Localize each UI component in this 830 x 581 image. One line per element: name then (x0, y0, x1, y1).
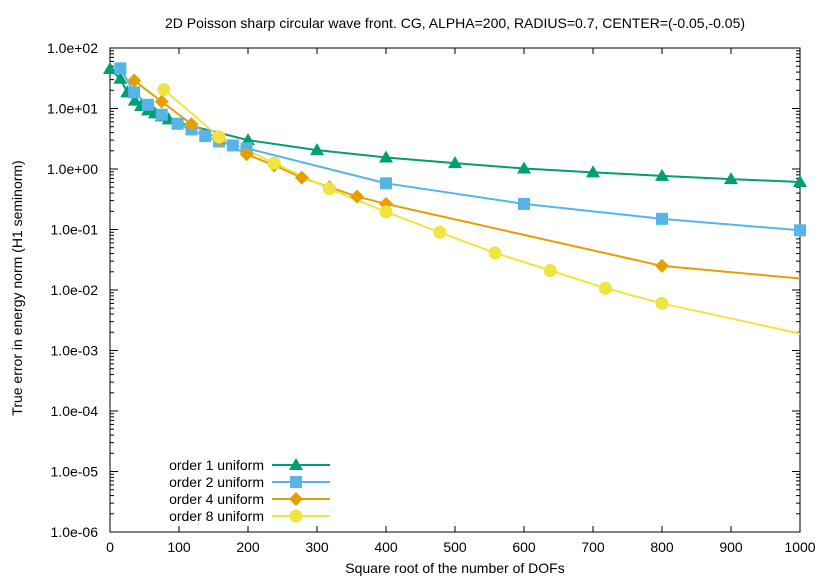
data-point-circle (433, 225, 447, 239)
data-point-square (141, 98, 154, 111)
data-point-circle (379, 205, 393, 219)
chart-title: 2D Poisson sharp circular wave front. CG… (165, 15, 745, 31)
data-point-diamond (184, 117, 199, 132)
legend-marker-diamond (289, 492, 303, 506)
legend-marker-triangle (289, 458, 303, 470)
x-tick-label: 1000 (784, 539, 815, 555)
data-point-square (114, 62, 127, 75)
x-tick-label: 400 (374, 539, 398, 555)
legend-label: order 4 uniform (169, 491, 264, 507)
legend-label: order 1 uniform (169, 457, 264, 473)
series-markers (103, 61, 807, 310)
data-point-circle (488, 246, 502, 260)
y-axis-label: True error in energy norm (H1 seminorm) (9, 160, 25, 415)
y-tick-label: 1.0e-06 (51, 524, 99, 540)
y-tick-label: 1.0e+00 (47, 161, 98, 177)
series-lines (109, 67, 801, 335)
data-point-square (226, 139, 239, 152)
x-tick-label: 800 (650, 539, 674, 555)
data-point-triangle (113, 71, 128, 84)
data-point-triangle (724, 172, 738, 185)
y-tick-label: 1.0e-02 (51, 282, 99, 298)
data-point-diamond (239, 147, 254, 162)
data-point-square (171, 117, 184, 130)
data-point-triangle (586, 165, 600, 178)
data-point-triangle (517, 161, 531, 174)
data-point-square (155, 108, 168, 121)
data-point-triangle (655, 168, 669, 181)
y-tick-label: 1.0e-05 (51, 464, 99, 480)
y-tick-label: 1.0e+01 (47, 101, 98, 117)
x-tick-label: 700 (581, 539, 605, 555)
data-point-diamond (127, 73, 142, 88)
x-tick-label: 0 (106, 539, 114, 555)
data-point-triangle (448, 156, 462, 169)
y-tick-label: 1.0e-01 (51, 222, 99, 238)
data-point-circle (212, 130, 226, 144)
series-line-order-4 (163, 88, 801, 335)
x-tick-label: 500 (443, 539, 467, 555)
data-point-circle (267, 156, 281, 170)
data-point-square (199, 130, 212, 143)
data-point-triangle (310, 143, 324, 156)
legend-label: order 8 uniform (169, 508, 264, 524)
y-tick-label: 1.0e-04 (51, 403, 99, 419)
legend-marker-circle (289, 509, 303, 523)
legend-marker-square (290, 476, 302, 488)
x-tick-label: 100 (167, 539, 191, 555)
data-point-diamond (350, 189, 365, 204)
x-tick-label: 300 (305, 539, 329, 555)
data-point-triangle (241, 133, 255, 146)
y-tick-label: 1.0e-03 (51, 343, 99, 359)
data-point-circle (598, 281, 612, 295)
y-tick-label: 1.0e+02 (47, 40, 98, 56)
data-point-diamond (655, 258, 669, 273)
series-line-order-2 (119, 67, 801, 232)
data-point-square (518, 197, 530, 210)
data-point-triangle (793, 174, 807, 187)
data-point-triangle (103, 61, 117, 74)
data-point-triangle (379, 150, 393, 163)
legend-label: order 2 uniform (169, 474, 264, 490)
data-point-square (656, 212, 668, 225)
data-point-diamond (154, 94, 169, 109)
data-point-diamond (294, 170, 309, 185)
data-point-circle (543, 264, 557, 278)
series-line-order-3 (133, 79, 801, 280)
data-point-circle (655, 296, 669, 310)
x-tick-label: 200 (236, 539, 260, 555)
data-point-circle (157, 83, 171, 97)
data-point-circle (322, 182, 336, 196)
x-tick-label: 900 (719, 539, 743, 555)
data-point-square (380, 177, 392, 190)
x-axis-label: Square root of the number of DOFs (345, 560, 564, 576)
data-point-square (128, 86, 141, 99)
data-point-square (794, 224, 806, 237)
data-point-triangle (127, 93, 142, 106)
x-tick-label: 600 (512, 539, 536, 555)
